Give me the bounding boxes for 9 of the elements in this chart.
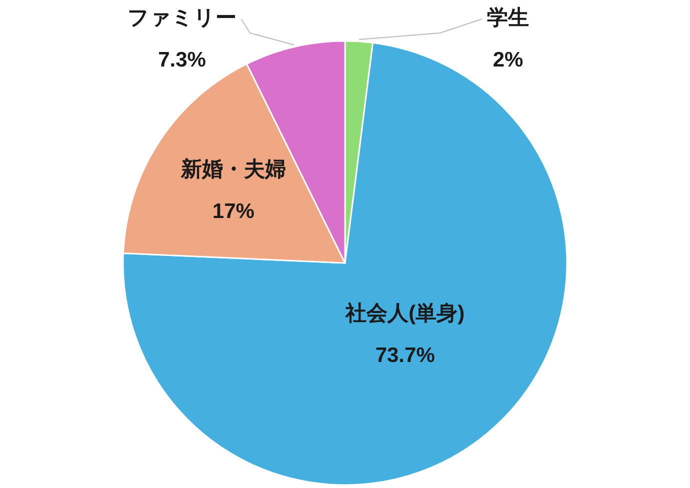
- pie-slice: [122, 42, 568, 486]
- data-label: 2%: [492, 48, 524, 72]
- slice-label: 社会人(単身): [344, 302, 465, 325]
- slice-label: 新婚・夫婦: [180, 156, 286, 181]
- slice-label: ファミリー: [128, 6, 236, 30]
- data-label: 7.3%: [158, 48, 206, 72]
- data-label: 73.7%: [375, 344, 436, 367]
- slice-label: 学生: [487, 6, 529, 30]
- data-label: 17%: [212, 200, 255, 223]
